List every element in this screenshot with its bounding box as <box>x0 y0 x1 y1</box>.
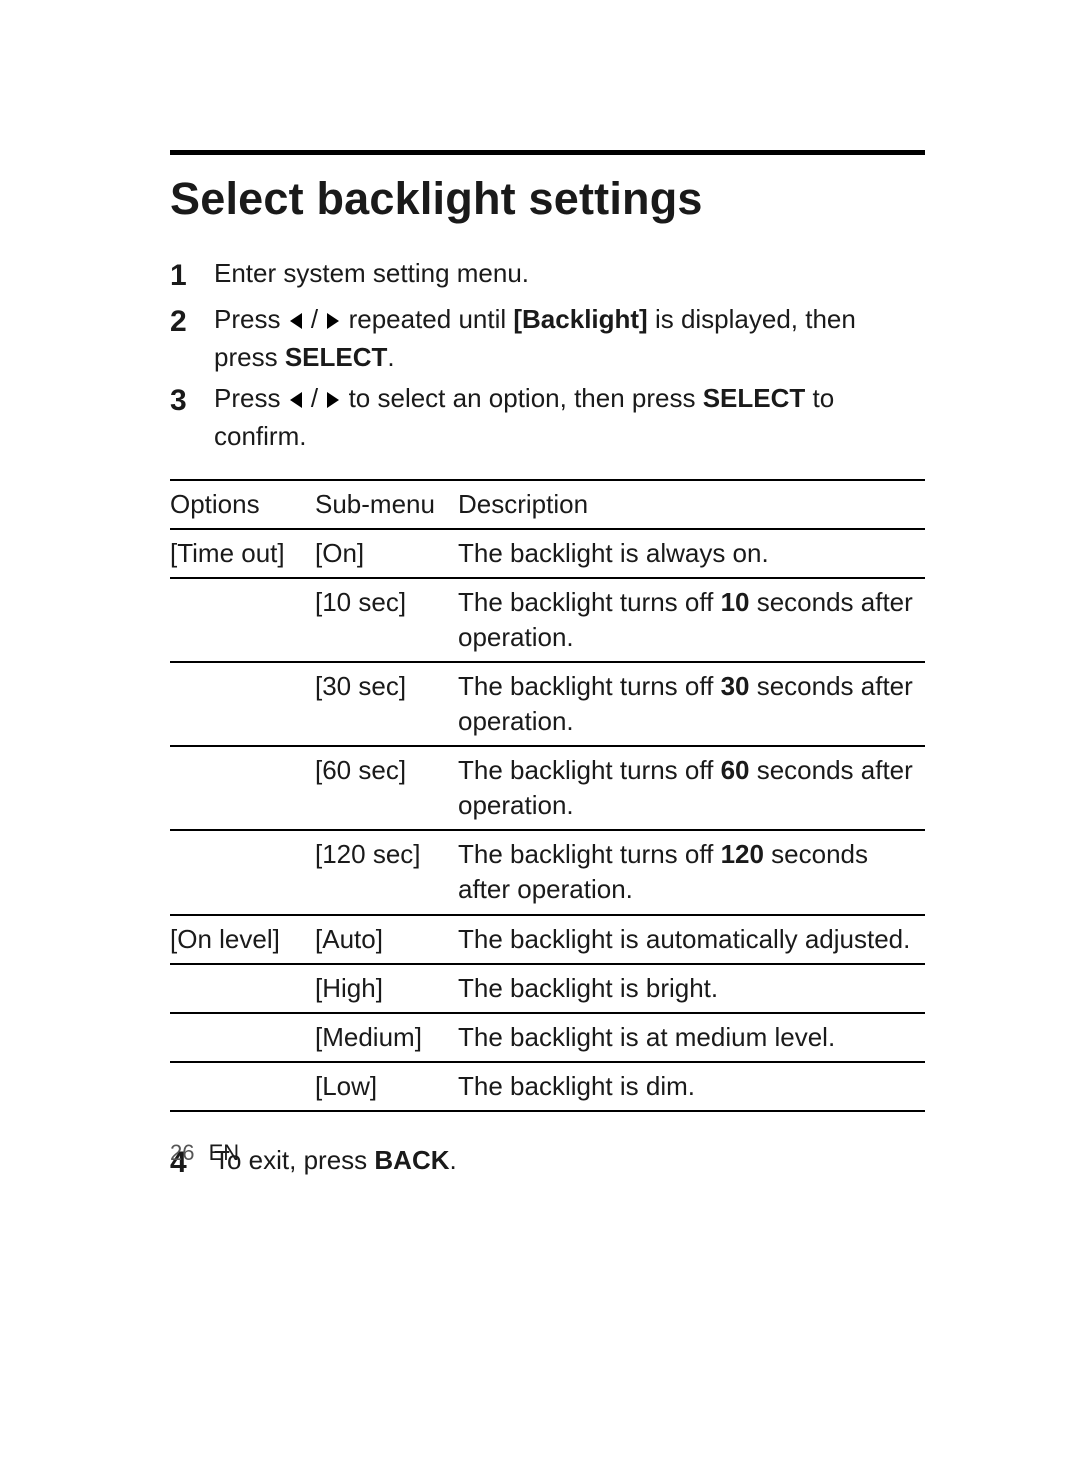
table-header-row: Options Sub-menu Description <box>170 480 925 529</box>
table-row: [120 sec] The backlight turns off 120 se… <box>170 830 925 914</box>
cell-submenu: [60 sec] <box>315 746 458 830</box>
desc-text: The backlight is always on. <box>458 538 769 568</box>
step-3: 3 Press / to select an option, then pres… <box>170 380 925 455</box>
step-number: 3 <box>170 380 214 455</box>
text-part: repeated until <box>341 304 513 334</box>
desc-text: The backlight is dim. <box>458 1071 695 1101</box>
bold-text: SELECT <box>703 383 806 413</box>
cell-option <box>170 578 315 662</box>
table-row: [Time out] [On] The backlight is always … <box>170 529 925 578</box>
cell-option <box>170 964 315 1013</box>
cell-option <box>170 830 315 914</box>
desc-text: The backlight turns off <box>458 587 721 617</box>
language-code: EN <box>209 1140 240 1165</box>
cell-submenu: [On] <box>315 529 458 578</box>
desc-bold: 10 <box>721 587 750 617</box>
steps-list-continued: 4 To exit, press BACK. <box>170 1142 925 1184</box>
step-1: 1 Enter system setting menu. <box>170 255 925 297</box>
top-rule <box>170 150 925 155</box>
text-part: . <box>387 342 394 372</box>
desc-bold: 120 <box>721 839 764 869</box>
table-body: [Time out] [On] The backlight is always … <box>170 529 925 1111</box>
left-arrow-icon <box>288 303 304 339</box>
step-text: To exit, press BACK. <box>214 1142 925 1184</box>
desc-text: The backlight is at medium level. <box>458 1022 835 1052</box>
bold-text: SELECT <box>285 342 388 372</box>
cell-option <box>170 1062 315 1111</box>
right-arrow-icon <box>325 303 341 339</box>
cell-submenu: [30 sec] <box>315 662 458 746</box>
cell-submenu: [Low] <box>315 1062 458 1111</box>
slash: / <box>304 383 326 413</box>
header-description: Description <box>458 480 925 529</box>
desc-text: The backlight turns off <box>458 839 721 869</box>
cell-description: The backlight is dim. <box>458 1062 925 1111</box>
bold-text: [Backlight] <box>513 304 647 334</box>
page-number: 26 <box>170 1140 194 1165</box>
table-row: [60 sec] The backlight turns off 60 seco… <box>170 746 925 830</box>
cell-option: [On level] <box>170 915 315 964</box>
table-row: [Low] The backlight is dim. <box>170 1062 925 1111</box>
cell-description: The backlight turns off 120 seconds afte… <box>458 830 925 914</box>
cell-submenu: [10 sec] <box>315 578 458 662</box>
page-title: Select backlight settings <box>170 173 925 225</box>
cell-option <box>170 1013 315 1062</box>
cell-submenu: [High] <box>315 964 458 1013</box>
cell-option <box>170 746 315 830</box>
header-submenu: Sub-menu <box>315 480 458 529</box>
table-row: [On level] [Auto] The backlight is autom… <box>170 915 925 964</box>
step-text: Enter system setting menu. <box>214 255 925 297</box>
table-row: [10 sec] The backlight turns off 10 seco… <box>170 578 925 662</box>
cell-description: The backlight is bright. <box>458 964 925 1013</box>
desc-text: The backlight turns off <box>458 755 721 785</box>
bold-text: BACK <box>374 1145 449 1175</box>
table-row: [High] The backlight is bright. <box>170 964 925 1013</box>
cell-description: The backlight is automatically adjusted. <box>458 915 925 964</box>
cell-submenu: [Auto] <box>315 915 458 964</box>
page-footer: 26 EN <box>170 1140 239 1166</box>
cell-submenu: [Medium] <box>315 1013 458 1062</box>
step-text: Press / to select an option, then press … <box>214 380 925 455</box>
cell-description: The backlight turns off 10 seconds after… <box>458 578 925 662</box>
cell-description: The backlight is always on. <box>458 529 925 578</box>
cell-option: [Time out] <box>170 529 315 578</box>
text-part: . <box>450 1145 457 1175</box>
desc-bold: 60 <box>721 755 750 785</box>
header-options: Options <box>170 480 315 529</box>
manual-page: Select backlight settings 1 Enter system… <box>0 0 1080 1481</box>
cell-option <box>170 662 315 746</box>
table-row: [Medium] The backlight is at medium leve… <box>170 1013 925 1062</box>
desc-text: The backlight is automatically adjusted. <box>458 924 910 954</box>
desc-bold: 30 <box>721 671 750 701</box>
slash: / <box>304 304 326 334</box>
left-arrow-icon <box>288 382 304 418</box>
text-part: Press <box>214 383 288 413</box>
step-text: Press / repeated until [Backlight] is di… <box>214 301 925 376</box>
desc-text: The backlight is bright. <box>458 973 718 1003</box>
cell-description: The backlight turns off 60 seconds after… <box>458 746 925 830</box>
cell-description: The backlight is at medium level. <box>458 1013 925 1062</box>
step-2: 2 Press / repeated until [Backlight] is … <box>170 301 925 376</box>
options-table: Options Sub-menu Description [Time out] … <box>170 479 925 1112</box>
text-part: to select an option, then press <box>341 383 702 413</box>
desc-text: The backlight turns off <box>458 671 721 701</box>
cell-description: The backlight turns off 30 seconds after… <box>458 662 925 746</box>
steps-list: 1 Enter system setting menu. 2 Press / r… <box>170 255 925 455</box>
right-arrow-icon <box>325 382 341 418</box>
step-number: 1 <box>170 255 214 297</box>
step-4: 4 To exit, press BACK. <box>170 1142 925 1184</box>
table-row: [30 sec] The backlight turns off 30 seco… <box>170 662 925 746</box>
text-part: Press <box>214 304 288 334</box>
cell-submenu: [120 sec] <box>315 830 458 914</box>
step-number: 2 <box>170 301 214 376</box>
